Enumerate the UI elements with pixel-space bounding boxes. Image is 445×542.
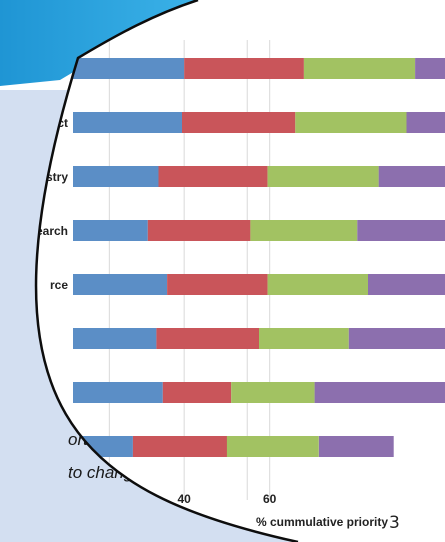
- bar-segment: [303, 58, 416, 79]
- bar-segment: [314, 382, 445, 403]
- x-axis-label: % cummulative priority: [256, 515, 388, 529]
- bar-segment: [250, 220, 358, 241]
- bar-segment: [226, 436, 319, 457]
- bar-segment: [267, 274, 369, 295]
- bar-segment: [73, 58, 185, 79]
- bar-segment: [357, 220, 445, 241]
- slide-number: 3: [389, 513, 400, 533]
- bar-segment: [73, 112, 182, 133]
- bar-segment: [156, 328, 259, 349]
- bar-segment: [73, 166, 159, 187]
- x-tick-label: 60: [263, 492, 277, 506]
- bar-segment: [73, 382, 163, 403]
- category-label: earch: [36, 224, 68, 238]
- bar-segment: [73, 274, 168, 295]
- bar-segment: [267, 166, 379, 187]
- lens-border: [34, 0, 299, 542]
- bar-segment: [295, 112, 407, 133]
- chart-bars: [73, 58, 445, 457]
- x-axis-ticks: 40 60: [177, 492, 276, 506]
- bar-segment: [162, 382, 232, 403]
- bar-segment: [184, 58, 304, 79]
- bar-segment: [132, 436, 227, 457]
- bar-segment: [231, 382, 315, 403]
- bar-segment: [158, 166, 268, 187]
- x-tick-label: 40: [177, 492, 191, 506]
- category-label: rce: [50, 278, 68, 292]
- bar-segment: [259, 328, 349, 349]
- bar-segment: [378, 166, 445, 187]
- bar-segment: [368, 274, 445, 295]
- bar-segment: [406, 112, 445, 133]
- bar-segment: [182, 112, 296, 133]
- bar-segment: [73, 220, 148, 241]
- bar-segment: [167, 274, 268, 295]
- bar-segment: [318, 436, 394, 457]
- bar-segment: [147, 220, 251, 241]
- lens-fill: [36, 0, 445, 542]
- bar-segment: [348, 328, 445, 349]
- bar-segment: [415, 58, 445, 79]
- bar-segment: [73, 328, 157, 349]
